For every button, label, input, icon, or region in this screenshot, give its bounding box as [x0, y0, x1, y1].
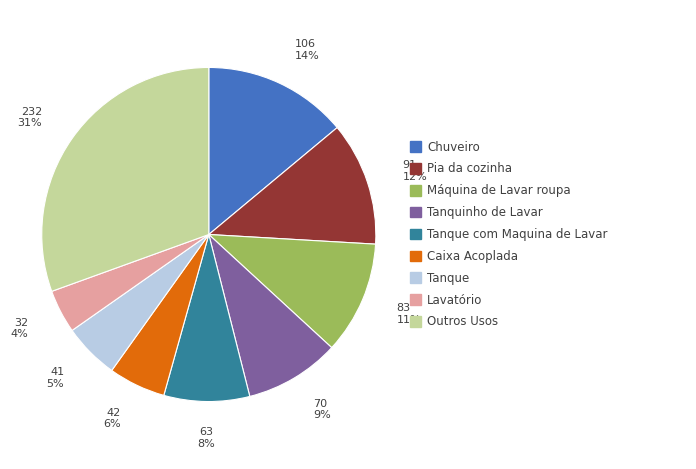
Text: 70
9%: 70 9%: [313, 399, 331, 420]
Text: 91
12%: 91 12%: [402, 160, 427, 182]
Wedge shape: [42, 68, 209, 291]
Text: 41
5%: 41 5%: [47, 367, 64, 389]
Text: 106
14%: 106 14%: [295, 39, 320, 61]
Wedge shape: [209, 128, 376, 244]
Legend: Chuveiro, Pia da cozinha, Máquina de Lavar roupa, Tanquinho de Lavar, Tanque com: Chuveiro, Pia da cozinha, Máquina de Lav…: [409, 141, 608, 328]
Text: 42
6%: 42 6%: [103, 408, 121, 429]
Wedge shape: [164, 234, 250, 401]
Text: 63
8%: 63 8%: [198, 427, 215, 449]
Text: 32
4%: 32 4%: [10, 318, 28, 339]
Wedge shape: [209, 234, 376, 348]
Text: 83
11%: 83 11%: [397, 303, 421, 325]
Wedge shape: [72, 234, 209, 371]
Wedge shape: [209, 234, 332, 396]
Wedge shape: [52, 234, 209, 331]
Wedge shape: [112, 234, 209, 395]
Text: 232
31%: 232 31%: [17, 106, 42, 128]
Wedge shape: [209, 68, 337, 234]
